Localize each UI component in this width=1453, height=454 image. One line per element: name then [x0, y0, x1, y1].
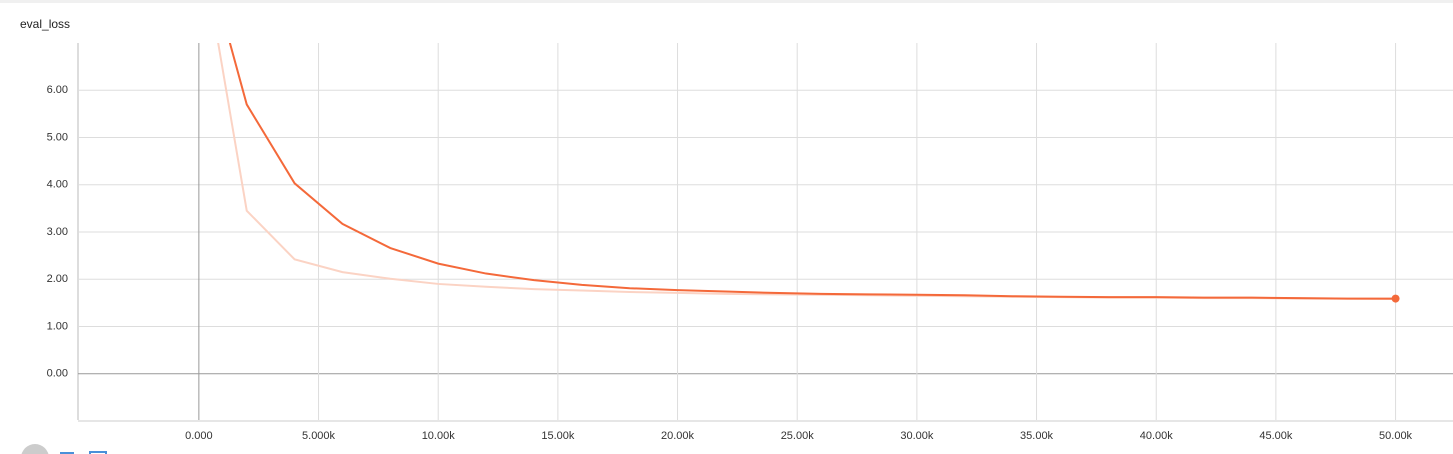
y-tick-label: 3.00 — [47, 226, 68, 238]
icon[interactable] — [21, 444, 49, 454]
y-tick-label: 6.00 — [47, 84, 68, 96]
x-tick-label: 5.000k — [302, 430, 336, 442]
y-tick-label: 4.00 — [47, 179, 68, 191]
x-tick-label: 0.000 — [185, 430, 213, 442]
end-point — [1391, 294, 1400, 303]
x-tick-label: 25.00k — [781, 430, 815, 442]
x-tick-label: 50.00k — [1379, 430, 1413, 442]
x-tick-label: 40.00k — [1140, 430, 1174, 442]
y-tick-label: 0.00 — [47, 368, 68, 380]
x-tick-label: 10.00k — [422, 430, 456, 442]
chart-title: eval_loss — [20, 17, 70, 31]
x-tick-label: 30.00k — [900, 430, 934, 442]
y-tick-label: 1.00 — [47, 320, 68, 332]
icon[interactable] — [89, 451, 107, 454]
y-tick-label: 5.00 — [47, 131, 68, 143]
top-bar — [0, 0, 1453, 3]
icon[interactable] — [60, 452, 74, 454]
y-tick-label: 2.00 — [47, 273, 68, 285]
series-line — [228, 43, 1396, 300]
x-tick-label: 20.00k — [661, 430, 695, 442]
x-tick-label: 45.00k — [1259, 430, 1293, 442]
x-tick-label: 35.00k — [1020, 430, 1054, 442]
x-tick-label: 15.00k — [541, 430, 575, 442]
